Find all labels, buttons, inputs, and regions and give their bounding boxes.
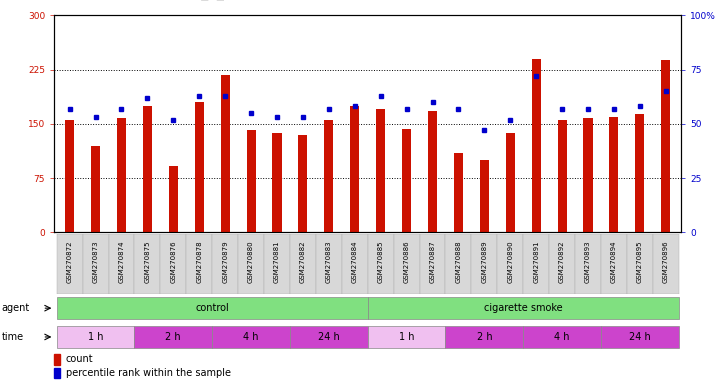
- Bar: [394, 234, 420, 294]
- Text: 24 h: 24 h: [629, 332, 651, 342]
- Bar: [368, 326, 446, 348]
- Text: GSM270887: GSM270887: [430, 240, 435, 283]
- Bar: [342, 234, 368, 294]
- Text: control: control: [195, 303, 229, 313]
- Bar: [117, 118, 126, 232]
- Bar: [290, 326, 368, 348]
- Bar: [557, 120, 567, 232]
- Bar: [91, 146, 100, 232]
- Bar: [454, 153, 463, 232]
- Bar: [169, 166, 178, 232]
- Bar: [186, 234, 212, 294]
- Text: GSM270879: GSM270879: [222, 240, 228, 283]
- Bar: [57, 326, 134, 348]
- Bar: [316, 234, 342, 294]
- Text: GSM270873: GSM270873: [92, 240, 99, 283]
- Bar: [368, 234, 394, 294]
- Bar: [446, 234, 472, 294]
- Bar: [523, 234, 549, 294]
- Bar: [531, 59, 541, 232]
- Bar: [57, 297, 368, 319]
- Text: agent: agent: [1, 303, 30, 313]
- Bar: [83, 234, 108, 294]
- Text: GSM270885: GSM270885: [378, 240, 384, 283]
- Bar: [54, 368, 60, 378]
- Bar: [523, 326, 601, 348]
- Bar: [627, 234, 653, 294]
- Text: GSM270890: GSM270890: [508, 240, 513, 283]
- Bar: [575, 234, 601, 294]
- Bar: [247, 130, 256, 232]
- Bar: [212, 326, 290, 348]
- Bar: [238, 234, 264, 294]
- Text: 1 h: 1 h: [399, 332, 415, 342]
- Text: count: count: [66, 354, 94, 364]
- Bar: [65, 120, 74, 232]
- Text: 24 h: 24 h: [318, 332, 340, 342]
- Bar: [402, 129, 411, 232]
- Bar: [134, 326, 212, 348]
- Bar: [57, 234, 83, 294]
- Text: GSM270896: GSM270896: [663, 240, 669, 283]
- Bar: [108, 234, 134, 294]
- Bar: [583, 118, 593, 232]
- Text: GSM270874: GSM270874: [118, 240, 125, 283]
- Bar: [54, 354, 60, 364]
- Bar: [505, 132, 515, 232]
- Bar: [195, 102, 204, 232]
- Bar: [273, 132, 281, 232]
- Bar: [134, 234, 160, 294]
- Text: GSM270884: GSM270884: [352, 240, 358, 283]
- Text: GSM270876: GSM270876: [170, 240, 177, 283]
- Bar: [143, 106, 152, 232]
- Text: GSM270895: GSM270895: [637, 240, 643, 283]
- Bar: [324, 120, 333, 232]
- Text: GSM270886: GSM270886: [404, 240, 410, 283]
- Bar: [601, 326, 678, 348]
- Text: cigarette smoke: cigarette smoke: [484, 303, 562, 313]
- Bar: [609, 117, 619, 232]
- Bar: [420, 234, 446, 294]
- Bar: [653, 234, 678, 294]
- Bar: [472, 234, 497, 294]
- Bar: [428, 111, 437, 232]
- Bar: [368, 297, 678, 319]
- Bar: [549, 234, 575, 294]
- Bar: [446, 326, 523, 348]
- Bar: [376, 109, 385, 232]
- Text: time: time: [1, 332, 24, 342]
- Bar: [212, 234, 238, 294]
- Text: GSM270880: GSM270880: [248, 240, 254, 283]
- Bar: [290, 234, 316, 294]
- Text: GSM270878: GSM270878: [196, 240, 202, 283]
- Text: GSM270893: GSM270893: [585, 240, 591, 283]
- Text: GSM270875: GSM270875: [144, 240, 151, 283]
- Bar: [264, 234, 290, 294]
- Text: 2 h: 2 h: [477, 332, 492, 342]
- Text: GSM270882: GSM270882: [300, 240, 306, 283]
- Text: 1 h: 1 h: [88, 332, 103, 342]
- Text: 4 h: 4 h: [554, 332, 570, 342]
- Bar: [298, 135, 307, 232]
- Text: GSM270891: GSM270891: [534, 240, 539, 283]
- Text: 4 h: 4 h: [243, 332, 259, 342]
- Bar: [479, 160, 489, 232]
- Text: 2 h: 2 h: [166, 332, 181, 342]
- Text: GSM270872: GSM270872: [66, 240, 73, 283]
- Bar: [221, 74, 230, 232]
- Bar: [601, 234, 627, 294]
- Text: GSM270888: GSM270888: [456, 240, 461, 283]
- Text: GSM270889: GSM270889: [482, 240, 487, 283]
- Text: GSM270883: GSM270883: [326, 240, 332, 283]
- Text: GSM270894: GSM270894: [611, 240, 617, 283]
- Text: percentile rank within the sample: percentile rank within the sample: [66, 368, 231, 378]
- Text: GSM270892: GSM270892: [559, 240, 565, 283]
- Bar: [661, 60, 671, 232]
- Bar: [635, 114, 645, 232]
- Bar: [350, 106, 359, 232]
- Bar: [497, 234, 523, 294]
- Text: GSM270881: GSM270881: [274, 240, 280, 283]
- Bar: [160, 234, 186, 294]
